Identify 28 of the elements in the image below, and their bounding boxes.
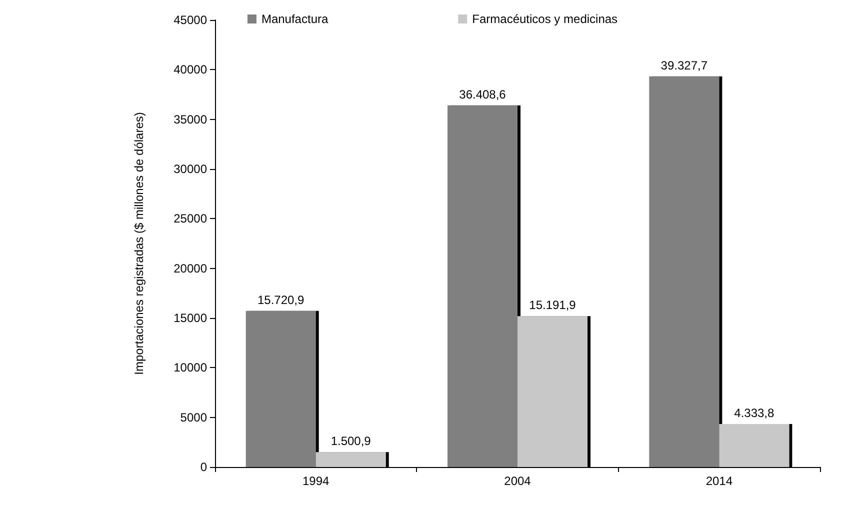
y-axis-title: Importaciones registradas ($ millones de dólares) [132,112,146,375]
bar [246,310,316,467]
x-tick-label: 1994 [302,474,330,488]
data-label: 36.408,6 [459,87,506,102]
y-tick-label: 35000 [174,112,208,126]
data-label: 15.720,9 [257,292,305,307]
data-label: 4.333,8 [734,406,775,420]
y-tick-label: 45000 [174,13,208,27]
y-tick-label: 10000 [174,360,208,375]
y-tick-label: 20000 [174,261,208,276]
y-tick-label: 25000 [174,212,208,226]
bar [719,424,790,467]
data-label: 39.327,7 [660,58,708,72]
y-tick-label: 15000 [174,311,208,325]
bar [518,316,588,467]
bar [316,452,386,467]
y-tick-label: 0 [200,460,208,474]
y-tick-label: 30000 [174,162,208,176]
y-tick-label: 5000 [180,410,208,424]
data-label: 15.191,9 [529,298,576,312]
x-tick-label: 2014 [706,474,733,488]
y-tick-label: 40000 [174,62,208,77]
bar [448,105,518,467]
bar [649,76,720,467]
legend-label: Farmacéuticos y medicinas [472,12,618,26]
legend-label: Manufactura [261,12,328,26]
data-label: 1.500,9 [330,434,372,448]
x-tick-label: 2004 [504,474,532,488]
